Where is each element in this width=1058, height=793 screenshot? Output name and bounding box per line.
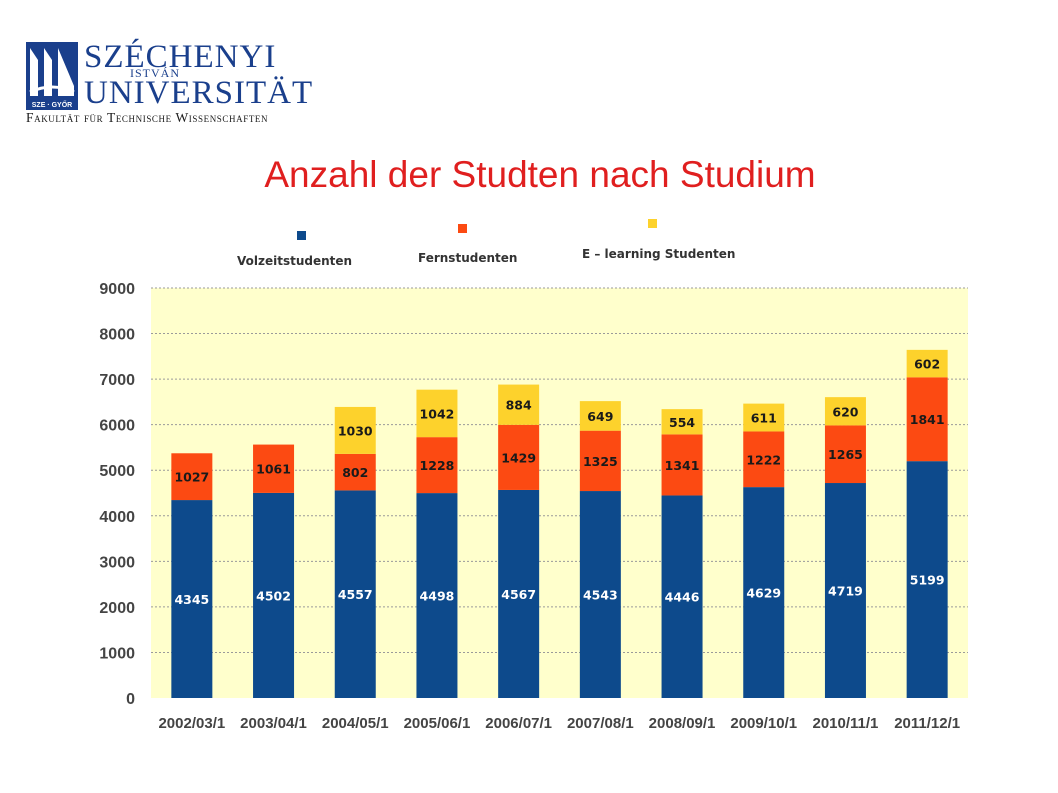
- bar-value-label: 802: [342, 465, 368, 480]
- bar-value-label: 4502: [256, 588, 291, 603]
- bar-value-label: 884: [506, 398, 532, 413]
- logo-text-istvan: ISTVÁN: [130, 66, 180, 80]
- legend-swatch: [458, 224, 467, 233]
- y-tick-label: 1000: [99, 645, 135, 662]
- bar-value-label: 4567: [501, 587, 536, 602]
- bar-value-label: 1042: [420, 406, 455, 421]
- bar-value-label: 1061: [256, 462, 291, 477]
- y-tick-label: 6000: [99, 418, 135, 435]
- y-tick-label: 5000: [99, 463, 135, 480]
- bar-segment: [661, 409, 703, 435]
- y-tick-label: 8000: [99, 327, 135, 344]
- bar-segment: [661, 434, 703, 496]
- bar-value-label: 620: [832, 404, 858, 419]
- bar-segment: [743, 403, 785, 432]
- bar-value-label: 4557: [338, 587, 373, 602]
- bar-value-label: 1027: [174, 470, 209, 485]
- bar-segment: [334, 453, 376, 491]
- bar-segment: [416, 437, 458, 494]
- bar-segment: [498, 489, 540, 698]
- legend-swatch: [297, 231, 306, 240]
- bar-value-label: 1222: [746, 452, 781, 467]
- bar-segment: [824, 397, 866, 426]
- logo-text-universitat: UNIVERSITÄT: [84, 75, 314, 111]
- x-tick-label: 2005/06/1: [404, 715, 471, 732]
- bar-segment: [906, 461, 948, 698]
- bar-segment: [253, 492, 295, 698]
- y-tick-label: 2000: [99, 600, 135, 617]
- y-tick-label: 3000: [99, 554, 135, 571]
- logo-badge-text: SZE · GYŐR: [32, 100, 72, 109]
- bar-value-label: 602: [914, 357, 940, 372]
- bar-value-label: 4446: [665, 590, 700, 605]
- bar-segment: [334, 406, 376, 454]
- bar-segment: [906, 377, 948, 462]
- x-tick-label: 2007/08/1: [567, 715, 634, 732]
- logo-text-szechenyi: SZÉCHENYI: [84, 39, 277, 75]
- bar-value-label: 1265: [828, 447, 863, 462]
- bar-value-label: 4498: [420, 589, 455, 604]
- bar-segment: [579, 401, 621, 431]
- bar-value-label: 4719: [828, 584, 863, 599]
- university-emblem: SZE · GYŐR: [26, 42, 78, 110]
- bar-value-label: 649: [587, 409, 613, 424]
- bar-value-label: 611: [751, 411, 777, 426]
- bar-segment: [416, 493, 458, 698]
- bar-value-label: 1341: [665, 458, 700, 473]
- bar-segment: [334, 490, 376, 698]
- bar-value-label: 1429: [501, 450, 536, 465]
- legend-swatch: [648, 219, 657, 228]
- y-tick-label: 9000: [99, 281, 135, 298]
- bar-value-label: 4345: [174, 592, 209, 607]
- bar-segment: [498, 384, 540, 425]
- bar-value-label: 1325: [583, 454, 618, 469]
- bar-segment: [661, 495, 703, 698]
- bar-segment: [743, 487, 785, 698]
- bar-segment: [824, 483, 866, 698]
- legend-label: Volzeitstudenten: [237, 254, 352, 268]
- bar-segment: [253, 444, 295, 493]
- legend-label: Fernstudenten: [418, 251, 517, 265]
- y-tick-label: 0: [126, 691, 135, 708]
- bar-value-label: 554: [669, 415, 695, 430]
- x-tick-label: 2009/10/1: [730, 715, 797, 732]
- x-tick-label: 2004/05/1: [322, 715, 389, 732]
- bar-value-label: 4629: [746, 586, 781, 601]
- bar-value-label: 5199: [910, 573, 945, 588]
- bar-segment: [579, 491, 621, 698]
- bar-value-label: 1228: [420, 458, 455, 473]
- x-tick-label: 2006/07/1: [485, 715, 552, 732]
- bar-value-label: 4543: [583, 588, 618, 603]
- logo-text-faculty: Fakultät für Technische Wissenschaften: [26, 110, 269, 125]
- bar-segment: [171, 500, 213, 698]
- page-title: Anzahl der Studten nach Studium: [264, 154, 816, 195]
- bar-value-label: 1841: [910, 412, 945, 427]
- x-tick-label: 2011/12/1: [894, 715, 960, 732]
- y-tick-label: 4000: [99, 509, 135, 526]
- bar-value-label: 1030: [338, 423, 373, 438]
- bar-segment: [743, 431, 785, 488]
- bar-segment: [824, 425, 866, 484]
- x-tick-label: 2010/11/1: [812, 715, 878, 732]
- bar-segment: [171, 453, 213, 501]
- bar-segment: [498, 424, 540, 490]
- x-tick-label: 2008/09/1: [649, 715, 716, 732]
- bar-segment: [579, 430, 621, 492]
- bar-segment: [416, 389, 458, 438]
- x-tick-label: 2002/03/1: [158, 715, 225, 732]
- y-tick-label: 7000: [99, 372, 135, 389]
- x-tick-label: 2003/04/1: [240, 715, 307, 732]
- legend-label: E – learning Studenten: [582, 247, 735, 261]
- bar-segment: [906, 349, 948, 378]
- university-logo: SZE · GYŐR SZÉCHENYI ISTVÁN UNIVERSITÄT …: [26, 40, 356, 130]
